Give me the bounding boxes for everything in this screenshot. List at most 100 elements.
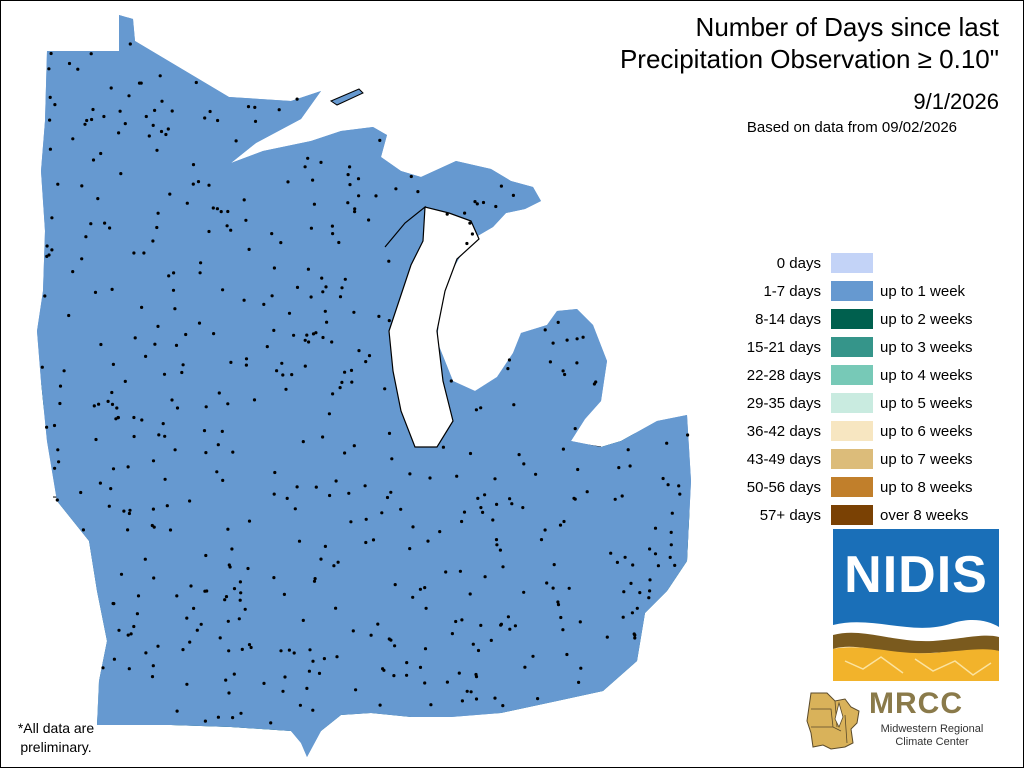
mrcc-subtitle-line-2: Climate Center [895, 736, 969, 748]
map-date: 9/1/2026 [913, 89, 999, 114]
station-dot [180, 370, 184, 375]
station-dot [332, 564, 336, 568]
station-dot [231, 716, 235, 720]
station-dot [132, 434, 136, 439]
station-dot [262, 302, 266, 306]
station-dot [226, 619, 230, 623]
station-dot [556, 603, 561, 607]
station-dot [155, 148, 159, 152]
station-dot [305, 686, 309, 691]
station-dot [350, 380, 354, 384]
station-dot [629, 581, 633, 586]
station-dot [493, 477, 497, 481]
station-dot [409, 174, 413, 179]
station-dot [551, 586, 555, 590]
based-on-date: Based on data from 09/02/2026 [746, 119, 957, 136]
station-dot [156, 211, 160, 215]
station-dot [306, 267, 310, 271]
station-dot [307, 669, 311, 673]
station-dot [174, 343, 179, 347]
station-dot [216, 715, 220, 719]
station-dot [215, 470, 219, 474]
station-dot [126, 633, 130, 637]
station-dot [247, 643, 252, 647]
station-dot [123, 379, 127, 383]
station-dot [367, 354, 372, 358]
station-dot [114, 417, 118, 421]
station-dot [522, 590, 526, 594]
station-dot [50, 216, 54, 220]
station-dot [298, 703, 302, 707]
station-dot [311, 332, 316, 336]
station-dot [196, 180, 201, 184]
station-dot [119, 172, 123, 176]
station-dot [81, 528, 85, 532]
station-dot [340, 286, 344, 290]
station-dot [80, 184, 84, 188]
station-dot [277, 108, 281, 112]
station-dot [287, 648, 291, 652]
station-dot [363, 484, 367, 488]
station-dot [205, 589, 209, 593]
station-dot [244, 218, 248, 222]
station-dot [481, 200, 486, 205]
station-dot [167, 274, 171, 278]
station-dot [460, 618, 464, 622]
station-dot [562, 519, 566, 524]
station-dot [357, 349, 361, 353]
station-dot [168, 528, 173, 532]
title-line-1: Number of Days since last [695, 12, 999, 42]
station-dot [441, 445, 445, 449]
station-dot [522, 462, 526, 466]
station-dot [242, 298, 246, 302]
station-dot [247, 519, 252, 523]
station-dot [411, 525, 415, 529]
station-dot [473, 200, 477, 204]
station-dot [279, 241, 283, 245]
station-dot [565, 652, 569, 657]
station-dot [85, 118, 89, 123]
station-dot [48, 95, 52, 99]
station-dot [290, 373, 294, 377]
station-dot [101, 666, 105, 670]
legend-weeks-label: up to 2 weeks [880, 311, 973, 328]
legend-weeks-label: over 8 weeks [880, 507, 969, 524]
station-dot [173, 448, 177, 452]
station-dot [330, 224, 334, 228]
station-dot [387, 259, 391, 263]
station-dot [175, 594, 179, 598]
station-dot [47, 253, 51, 257]
station-dot [331, 232, 335, 236]
station-dot [198, 271, 202, 275]
station-dot [517, 453, 521, 457]
station-dot [202, 429, 207, 433]
station-dot [311, 659, 315, 663]
nidis-logo: NIDIS [833, 529, 999, 681]
station-dot [96, 197, 100, 201]
legend-item: 1-7 days up to 1 week [701, 281, 1001, 303]
station-dot [140, 418, 144, 422]
station-dot [445, 680, 449, 684]
station-dot [151, 123, 155, 127]
station-dot [272, 266, 276, 270]
station-dot [136, 594, 141, 598]
lake-michigan [384, 205, 480, 448]
station-dot [91, 158, 96, 162]
station-dot [666, 483, 670, 487]
station-dot [52, 423, 57, 428]
station-dot [678, 492, 682, 496]
station-dot [426, 539, 430, 543]
nidis-wordmark: NIDIS [844, 546, 988, 604]
station-dot [171, 288, 176, 292]
station-dot [534, 472, 538, 476]
station-dot [665, 441, 669, 445]
station-dot [132, 624, 136, 629]
station-dot [287, 311, 292, 315]
station-dot [613, 497, 617, 501]
station-dot [543, 328, 547, 332]
note-line-2: preliminary. [20, 739, 92, 755]
station-dot [393, 583, 397, 587]
legend-swatch [831, 421, 873, 441]
station-dot [232, 587, 237, 591]
